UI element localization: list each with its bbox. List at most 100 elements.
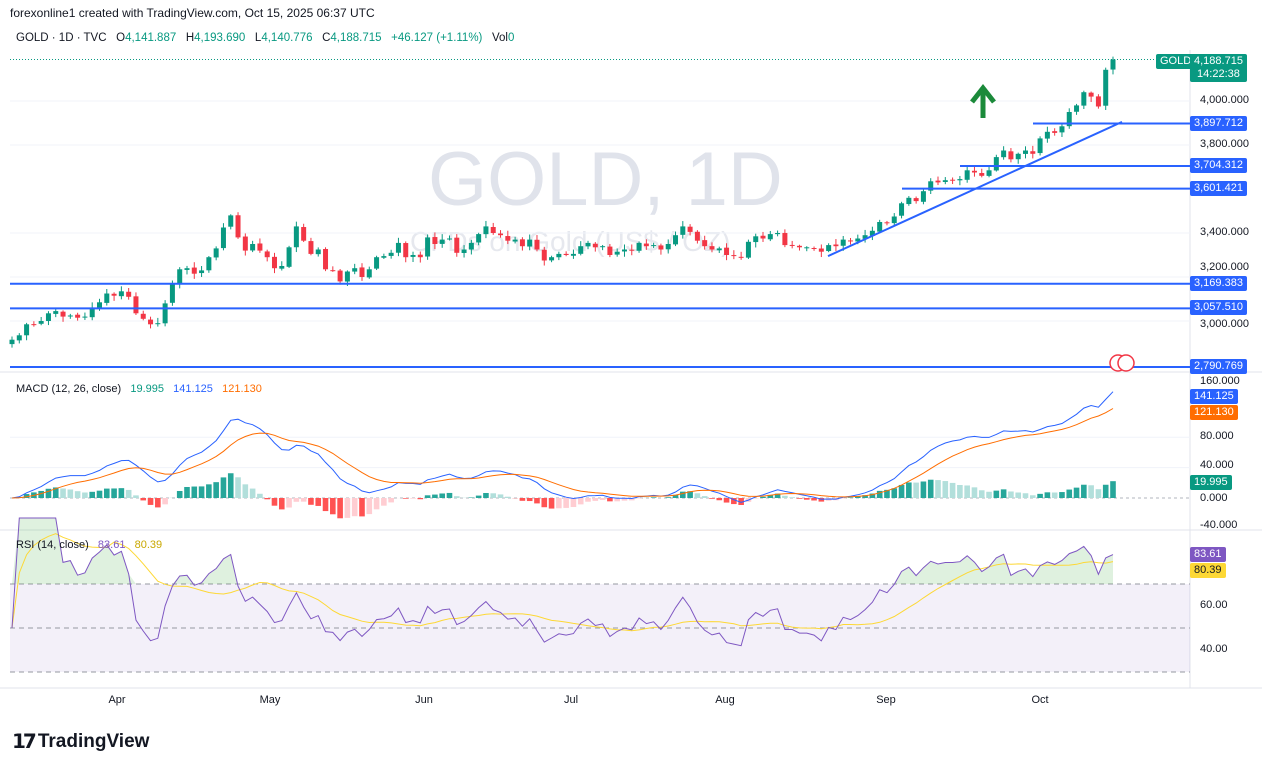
- candle: [848, 240, 854, 242]
- candle: [840, 239, 846, 246]
- macd-histogram-bar: [213, 482, 219, 498]
- macd-histogram-bar: [23, 494, 30, 498]
- macd-histogram-bar: [227, 473, 234, 498]
- macd-histogram-bar: [1022, 493, 1029, 498]
- volume-value: 0: [507, 32, 515, 44]
- candle: [96, 302, 102, 309]
- macd-histogram-bar: [687, 491, 693, 498]
- macd-title[interactable]: MACD (12, 26, close): [16, 383, 122, 395]
- hist-tag: 19.995: [1190, 475, 1232, 490]
- macd-histogram-bar: [118, 488, 125, 498]
- candle: [432, 237, 438, 244]
- change-value: +46.127 (+1.11%): [391, 32, 483, 44]
- macd-histogram-bar: [337, 498, 343, 519]
- macd-histogram-bar: [176, 490, 183, 498]
- candle: [301, 227, 307, 241]
- macd-histogram-bar: [1029, 495, 1036, 498]
- candle: [775, 233, 781, 235]
- candle: [789, 244, 795, 246]
- candle: [899, 203, 905, 216]
- macd-histogram-bar: [1095, 489, 1102, 498]
- candle: [388, 252, 394, 256]
- candle: [1110, 59, 1116, 70]
- macd-histogram-bar: [628, 498, 635, 501]
- macd-histogram-bar: [986, 491, 992, 498]
- macd-histogram-bar: [541, 498, 548, 508]
- candle: [468, 242, 474, 250]
- macd-histogram-bar: [264, 498, 270, 500]
- candle: [374, 257, 380, 269]
- candle: [330, 270, 336, 272]
- candle: [687, 226, 693, 232]
- candle: [352, 268, 358, 272]
- candle: [104, 293, 110, 303]
- macd-histogram-bar: [140, 498, 147, 501]
- rsi-legend: RSI (14, close) 83.61 80.39: [16, 539, 162, 551]
- rsi-title[interactable]: RSI (14, close): [16, 539, 89, 551]
- macd-histogram-bar: [1102, 484, 1109, 498]
- macd-histogram-bar: [876, 490, 883, 498]
- candle: [702, 240, 708, 247]
- macd-histogram-bar: [949, 482, 956, 498]
- candle: [403, 243, 409, 258]
- candle: [563, 253, 569, 255]
- macd-histogram-bar: [563, 498, 569, 508]
- symbol-tag: GOLD: [1156, 54, 1196, 69]
- candle: [126, 291, 132, 297]
- macd-histogram-bar: [388, 498, 394, 503]
- candle: [884, 222, 890, 224]
- macd-histogram-bar: [424, 495, 431, 498]
- macd-histogram-bar: [402, 498, 409, 499]
- close-value: 4,188.715: [330, 32, 382, 44]
- macd-histogram-bar: [1008, 491, 1014, 498]
- candle: [942, 180, 948, 182]
- candle: [31, 324, 37, 326]
- macd-histogram-bar: [607, 498, 613, 502]
- macd-histogram-bar: [803, 498, 810, 500]
- candle: [16, 335, 22, 341]
- macd-histogram-bar: [198, 486, 205, 498]
- macd-histogram-bar: [206, 484, 212, 498]
- macd-histogram-bar: [716, 498, 723, 501]
- macd-histogram-bar: [1081, 484, 1087, 498]
- macd-histogram-bar: [1110, 481, 1116, 498]
- candle: [220, 227, 226, 249]
- candle: [461, 249, 467, 253]
- high-value: 4,193.690: [194, 32, 246, 44]
- candle: [600, 246, 606, 248]
- macd-histogram-bar: [446, 492, 453, 498]
- candle: [1052, 131, 1058, 133]
- y-axis-tick: 3,000.000: [1200, 318, 1249, 330]
- macd-histogram-bar: [1051, 492, 1058, 498]
- candle: [570, 253, 576, 256]
- chart-credit: forexonline1 created with TradingView.co…: [10, 6, 375, 20]
- candle: [753, 236, 759, 243]
- candle: [337, 270, 343, 282]
- macd-histogram-bar: [782, 495, 788, 498]
- candle: [629, 249, 635, 251]
- candle: [658, 245, 664, 250]
- y-axis-tick: 0.000: [1200, 492, 1228, 504]
- rsi-line: [11, 517, 1114, 647]
- macd-histogram-bar: [694, 493, 701, 498]
- macd-histogram-bar: [592, 498, 599, 501]
- macd-histogram-bar: [162, 498, 168, 505]
- macd-histogram-bar: [1073, 487, 1080, 498]
- macd-histogram-bar: [410, 498, 416, 499]
- macd-histogram-bar: [774, 493, 781, 498]
- macd-histogram-bar: [971, 487, 978, 498]
- candle: [417, 254, 423, 258]
- y-axis-tick: -40.000: [1200, 519, 1238, 532]
- macd-histogram-bar: [585, 498, 591, 502]
- candle: [148, 319, 154, 325]
- candle: [476, 234, 482, 243]
- candle: [993, 157, 999, 171]
- y-axis-tick: 40.00: [1200, 643, 1228, 655]
- candle: [162, 303, 168, 324]
- volume-label: Vol: [491, 32, 508, 44]
- symbol-label[interactable]: GOLD · 1D · TVC: [16, 32, 107, 44]
- candle: [439, 239, 445, 244]
- candle: [169, 283, 175, 303]
- macd-histogram-bar: [942, 481, 949, 498]
